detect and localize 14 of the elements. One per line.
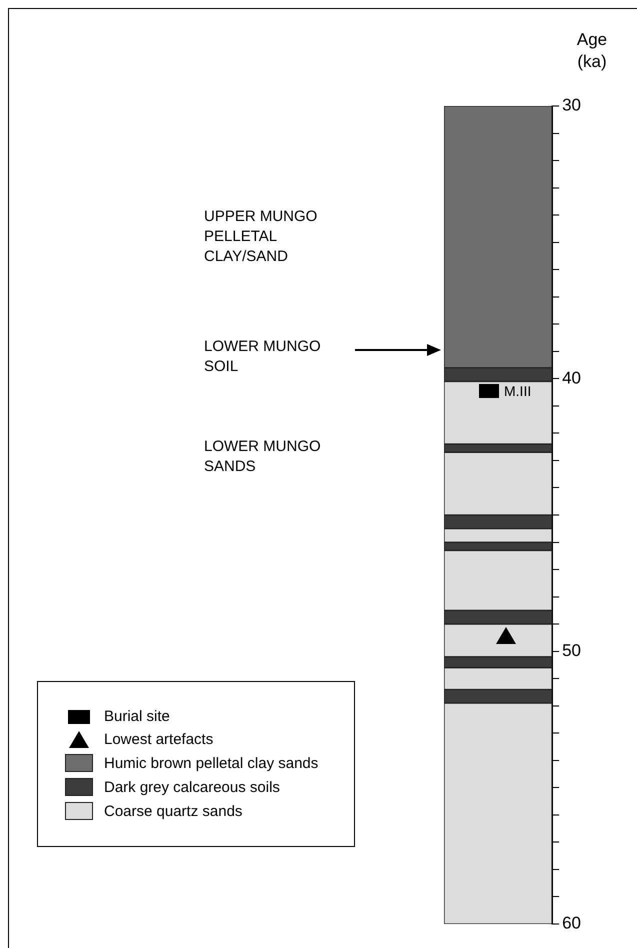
legend-label: Coarse quartz sands xyxy=(104,802,244,820)
y-tick-label: 50 xyxy=(562,641,582,660)
annotation: M.III xyxy=(504,382,532,400)
annotation: LOWER MUNGO SANDS xyxy=(204,437,322,477)
y-tick-label: 60 xyxy=(562,914,582,933)
annotation: LOWER MUNGO SOIL xyxy=(204,337,322,377)
y-axis-title: Age (ka) xyxy=(576,29,608,73)
y-tick-label: 40 xyxy=(562,368,582,388)
annotation: Lowest artefacts xyxy=(104,731,214,748)
legend-label: Humic brown pelletal clay sands xyxy=(104,754,320,772)
y-tick-label: 30 xyxy=(562,96,582,115)
annotation: Burial site xyxy=(104,708,171,725)
legend-label: Dark grey calcareous soils xyxy=(104,778,281,796)
annotation: UPPER MUNGO PELLETAL CLAY/SAND xyxy=(204,207,318,267)
